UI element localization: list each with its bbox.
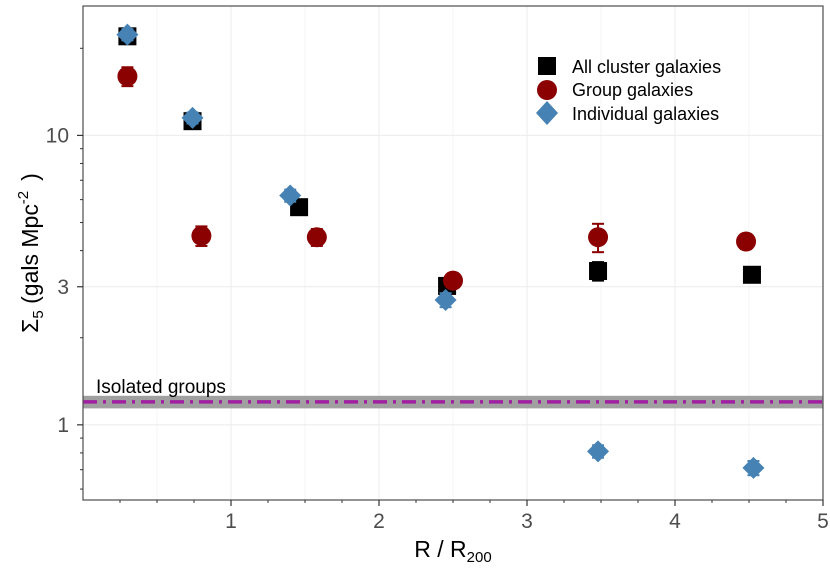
y-axis-title-text: (gals Mpc	[17, 204, 43, 310]
legend-circle-icon	[537, 80, 557, 100]
diamond-marker	[181, 106, 204, 129]
reference-band	[83, 395, 823, 409]
data-point-circle	[443, 270, 463, 291]
circle-marker	[736, 231, 757, 252]
data-point-diamond	[181, 106, 204, 129]
diamond-marker	[742, 456, 765, 479]
data-point-circle	[736, 231, 757, 252]
y-tick-label: 3	[57, 276, 69, 299]
y-tick-label: 1	[57, 414, 69, 437]
data-point-diamond	[434, 289, 457, 312]
square-marker	[589, 262, 608, 281]
data-point-circle	[191, 225, 212, 247]
data-point-circle	[306, 227, 327, 248]
x-tick-label: 3	[521, 510, 533, 533]
circle-marker	[191, 225, 212, 246]
circle-marker	[443, 270, 463, 291]
data-point-square	[589, 261, 608, 282]
data-point-circle	[588, 222, 609, 254]
square-marker	[742, 265, 761, 284]
legend: All cluster galaxies Group galaxies Indi…	[536, 57, 721, 125]
x-axis-title-main: R / R	[414, 536, 466, 562]
x-tick-label: 1	[225, 510, 237, 533]
x-tick-label: 5	[817, 510, 829, 533]
y-axis-title-close: )	[17, 173, 43, 181]
x-tick-label: 4	[669, 510, 681, 533]
circle-marker	[588, 227, 609, 248]
diamond-marker	[279, 184, 302, 207]
y-axis-title-prefix: Σ	[17, 319, 43, 333]
data-point-diamond	[742, 456, 765, 479]
data-point-diamond	[587, 440, 610, 463]
data-point-diamond	[279, 184, 302, 207]
circle-marker	[306, 227, 327, 248]
axes: 1 2 3 4 5 1 3 10	[46, 5, 829, 533]
y-axis-title-sub: 5	[30, 310, 47, 318]
diamond-marker	[116, 23, 139, 46]
data-marks	[116, 23, 765, 479]
y-tick-label: 10	[46, 124, 69, 147]
x-axis-title: R / R200	[414, 536, 491, 566]
y-axis-title-sup: -2	[15, 191, 32, 204]
data-point-circle	[117, 66, 138, 88]
x-axis-title-sub: 200	[467, 549, 492, 566]
diamond-marker	[587, 440, 610, 463]
reference-line-label: Isolated groups	[96, 377, 226, 398]
circle-marker	[117, 66, 138, 87]
legend-label-group: Group galaxies	[572, 80, 693, 100]
legend-square-icon	[538, 57, 556, 75]
diamond-marker	[434, 289, 457, 312]
x-tick-label: 2	[373, 510, 385, 533]
legend-label-all-cluster: All cluster galaxies	[572, 57, 721, 77]
y-axis-title: Σ5 (gals Mpc-2)	[15, 173, 47, 333]
legend-label-individual: Individual galaxies	[572, 104, 719, 124]
legend-diamond-icon	[536, 101, 558, 125]
data-point-diamond	[116, 23, 139, 46]
data-point-square	[742, 265, 761, 284]
